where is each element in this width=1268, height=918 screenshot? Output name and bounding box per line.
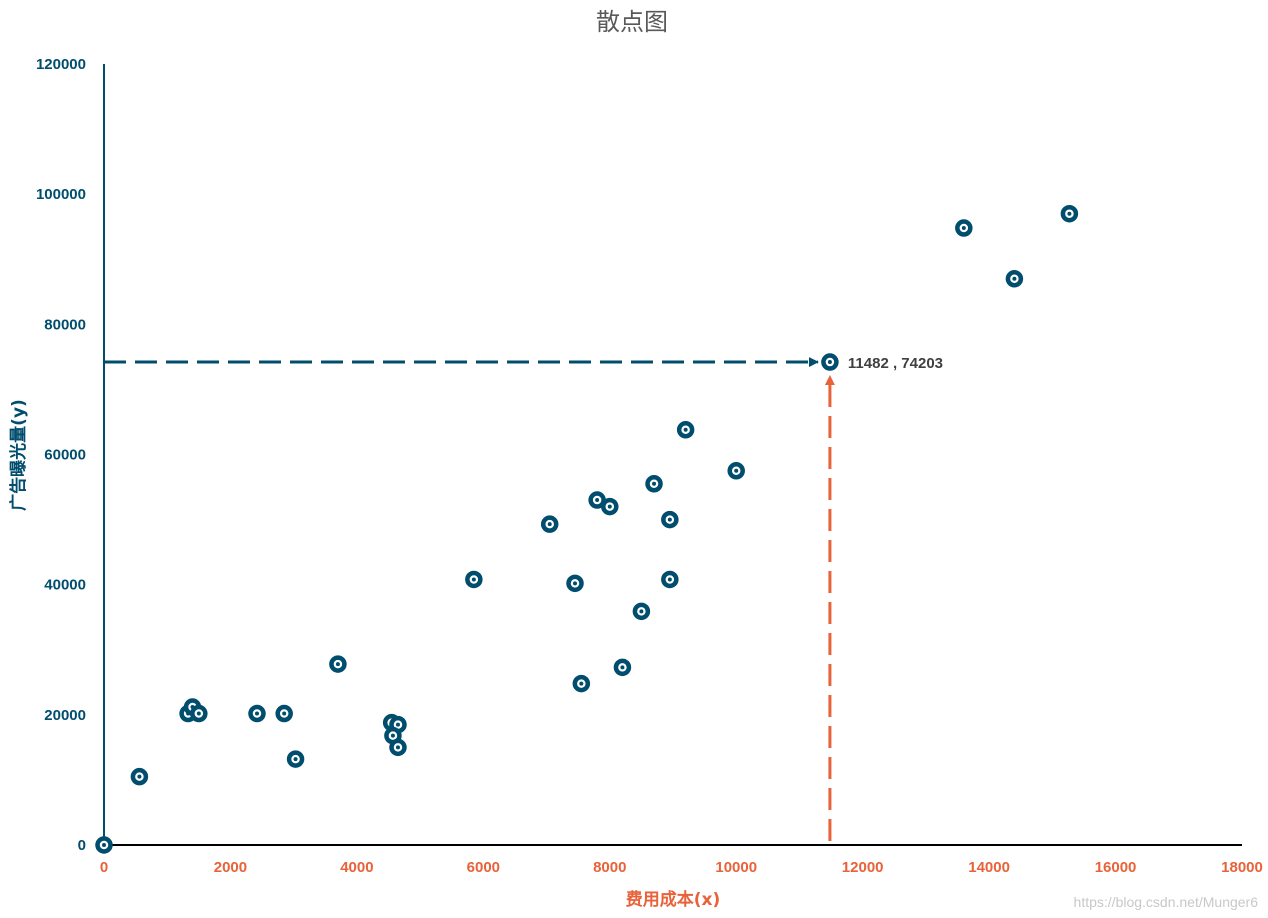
data-point	[645, 475, 663, 493]
data-point	[540, 515, 559, 533]
x-tick-label: 12000	[842, 859, 884, 876]
y-tick-label: 0	[78, 837, 86, 854]
data-point	[661, 570, 679, 589]
x-tick-label: 2000	[214, 859, 247, 876]
y-tick-label: 80000	[44, 316, 86, 333]
data-point	[465, 570, 483, 589]
x-tick-labels: 0 2000 4000 6000 8000 10000 12000 14000 16000 180…	[100, 859, 1263, 876]
x-tick-label: 6000	[467, 859, 500, 876]
data-points	[95, 204, 1079, 854]
x-tick-label: 10000	[715, 859, 757, 876]
x-tick-label: 18000	[1221, 859, 1263, 876]
data-point	[248, 704, 266, 723]
data-point	[601, 497, 619, 516]
data-point	[613, 658, 632, 677]
y-tick-label: 60000	[44, 447, 86, 464]
x-tick-label: 0	[100, 859, 108, 876]
data-point	[676, 421, 695, 439]
y-tick-label: 20000	[44, 707, 86, 724]
watermark: https://blog.csdn.net/Munger6	[1074, 894, 1259, 910]
data-point	[566, 574, 584, 593]
data-point	[275, 704, 293, 723]
y-tick-label: 40000	[44, 577, 86, 594]
x-tick-label: 16000	[1095, 859, 1137, 876]
data-point	[130, 767, 149, 786]
data-point	[286, 750, 305, 768]
chart-title: 散点图	[596, 8, 668, 36]
data-point	[821, 353, 839, 371]
data-point	[1060, 204, 1079, 223]
data-point	[95, 836, 113, 854]
y-tick-label: 120000	[36, 56, 86, 73]
data-point	[588, 491, 606, 509]
y-tick-labels: 0 20000 40000 60000 80000 100000 120000	[36, 56, 86, 854]
x-tick-label: 4000	[340, 859, 373, 876]
data-point	[661, 510, 679, 529]
data-point	[389, 738, 407, 757]
data-point	[329, 655, 347, 673]
data-point	[190, 704, 208, 723]
y-tick-label: 100000	[36, 186, 86, 203]
highlight-label: 11482 , 74203	[848, 355, 943, 372]
data-point	[955, 219, 973, 237]
x-tick-label: 8000	[593, 859, 626, 876]
data-point	[632, 602, 651, 621]
y-axis-label: 广告曝光量(y)	[8, 399, 29, 511]
data-point	[1005, 270, 1024, 288]
data-point	[727, 462, 745, 480]
data-point	[572, 674, 591, 693]
x-axis-label: 费用成本(x)	[626, 889, 721, 910]
x-tick-label: 14000	[968, 859, 1010, 876]
